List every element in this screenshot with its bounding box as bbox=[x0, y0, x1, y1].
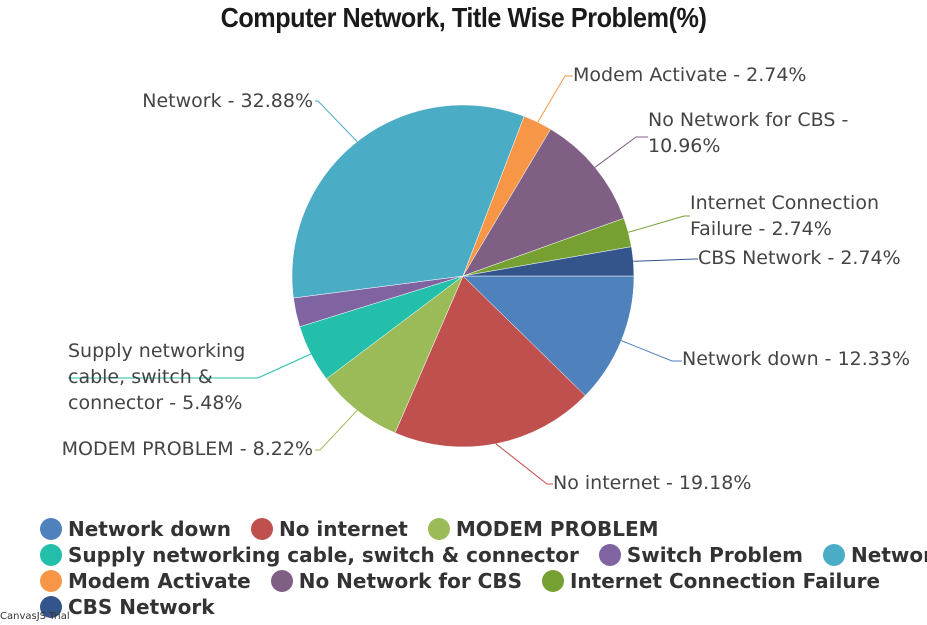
legend-marker-icon bbox=[40, 544, 62, 566]
leader-line bbox=[495, 443, 553, 485]
leader-line bbox=[315, 409, 358, 451]
legend-label: No Network for CBS bbox=[298, 569, 522, 593]
legend-item[interactable]: Internet Connection Failure bbox=[541, 569, 881, 593]
legend-item[interactable]: Switch Problem bbox=[598, 543, 804, 567]
pie-slice-cbs-network[interactable] bbox=[462, 246, 635, 277]
legend-marker-icon bbox=[598, 544, 621, 566]
legend-label: MODEM PROBLEM bbox=[455, 517, 659, 541]
slice-label: Internet Connection bbox=[690, 192, 879, 214]
pie-slices bbox=[291, 104, 635, 448]
legend-label: CBS Network bbox=[68, 595, 215, 619]
legend-item[interactable]: Network bbox=[823, 543, 927, 567]
legend-marker-icon bbox=[270, 570, 293, 592]
legend-row: Network down No internet MODEM PROBLEM bbox=[40, 516, 910, 542]
legend-marker-icon bbox=[40, 596, 62, 618]
pie-slice-network-down[interactable] bbox=[462, 275, 635, 396]
legend-label: Modem Activate bbox=[68, 569, 251, 593]
legend-item[interactable]: Supply networking cable, switch & connec… bbox=[40, 543, 579, 567]
slice-label: Network down - 12.33% bbox=[682, 348, 910, 370]
legend-item[interactable]: Modem Activate bbox=[40, 569, 251, 593]
slice-label: cable, switch & bbox=[68, 366, 213, 388]
watermark: CanvasJS Trial bbox=[0, 611, 70, 622]
legend-marker-icon bbox=[250, 518, 273, 540]
leader-line bbox=[628, 215, 690, 233]
pie-slice-no-network-for-cbs[interactable] bbox=[462, 128, 625, 277]
legend-item[interactable]: No Network for CBS bbox=[270, 569, 522, 593]
pie-slice-modem-problem[interactable] bbox=[326, 275, 464, 434]
leader-line bbox=[68, 353, 312, 379]
legend-marker-icon bbox=[40, 518, 62, 540]
slice-label: Supply networking bbox=[68, 340, 245, 362]
slice-label: Failure - 2.74% bbox=[690, 218, 832, 240]
legend-row: Modem Activate No Network for CBS Internet… bbox=[40, 568, 910, 594]
leader-line bbox=[315, 100, 358, 143]
legend-item[interactable]: MODEM PROBLEM bbox=[427, 517, 659, 541]
legend-label: Internet Connection Failure bbox=[569, 569, 881, 593]
legend-label: Supply networking cable, switch & connec… bbox=[68, 543, 579, 567]
legend-row: CBS Network bbox=[40, 594, 910, 620]
legend-label: Network down bbox=[68, 517, 231, 541]
chart-title: Computer Network, Title Wise Problem(%) bbox=[220, 2, 707, 33]
slice-label: Modem Activate - 2.74% bbox=[573, 64, 806, 86]
legend-row: Supply networking cable, switch & connec… bbox=[40, 542, 927, 568]
legend-marker-icon bbox=[427, 518, 450, 540]
pie-slice-network[interactable] bbox=[291, 104, 525, 299]
slice-label: No internet - 19.18% bbox=[553, 472, 751, 494]
slice-label: Network - 32.88% bbox=[142, 90, 313, 112]
leader-line bbox=[621, 340, 682, 362]
legend-item[interactable]: CBS Network bbox=[40, 595, 215, 619]
slice-labels: Network down - 12.33% No internet - 19.18… bbox=[62, 64, 910, 494]
slice-label: MODEM PROBLEM - 8.22% bbox=[62, 438, 313, 460]
legend-item[interactable]: Network down bbox=[40, 517, 231, 541]
leader-line bbox=[537, 75, 573, 123]
leader-line bbox=[633, 258, 698, 262]
legend-label: Switch Problem bbox=[626, 543, 804, 567]
legend-marker-icon bbox=[823, 544, 846, 566]
legend-item[interactable]: No internet bbox=[250, 517, 408, 541]
legend-label: No internet bbox=[278, 517, 408, 541]
pie-slice-no-internet[interactable] bbox=[394, 275, 586, 448]
leader-lines bbox=[68, 75, 698, 485]
legend-label: Network bbox=[851, 543, 927, 567]
slice-label: 10.96% bbox=[648, 135, 720, 157]
slice-label: connector - 5.48% bbox=[68, 392, 242, 414]
slice-label: CBS Network - 2.74% bbox=[698, 247, 901, 269]
legend-marker-icon bbox=[40, 570, 62, 592]
leader-line bbox=[594, 136, 648, 168]
legend-marker-icon bbox=[541, 570, 564, 592]
slice-label: No Network for CBS - bbox=[648, 109, 848, 131]
chart-legend: Network down No internet MODEM PROBLEM Supp… bbox=[40, 516, 927, 620]
